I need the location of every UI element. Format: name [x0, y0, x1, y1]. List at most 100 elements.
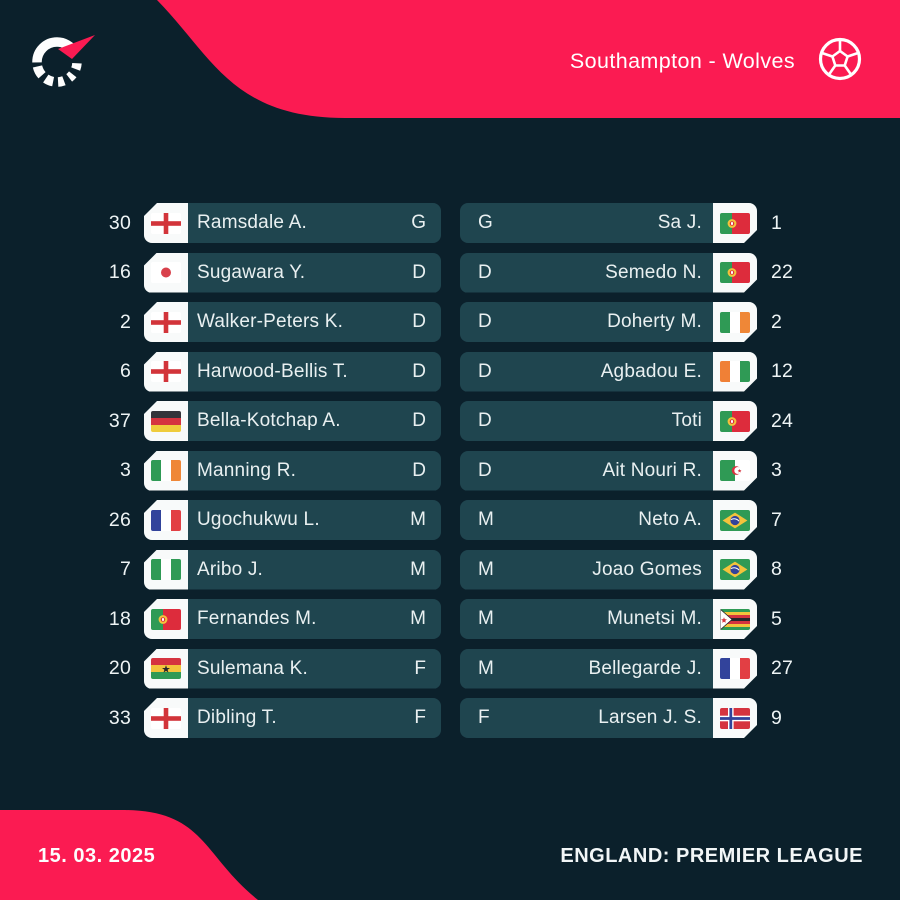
position-letter: M — [478, 558, 494, 580]
player-row: 16 Sugawara Y. D — [0, 252, 441, 293]
player-name: Ugochukwu L. — [197, 509, 320, 530]
france-flag-icon — [151, 509, 181, 531]
player-pill[interactable]: M Neto A. — [460, 500, 757, 540]
player-row: D Semedo N. 22 — [460, 253, 811, 293]
player-name: Sulemana K. — [197, 657, 308, 679]
shirt-number: 16 — [108, 261, 131, 283]
ireland-flag-icon — [720, 312, 750, 333]
shirt-number: 12 — [771, 360, 794, 382]
flag-tab — [713, 253, 757, 293]
player-pill[interactable]: M Munetsi M. — [460, 599, 757, 639]
player-name: Bella-Kotchap A. — [197, 410, 341, 431]
player-row: 2 Walker-Peters K. D — [0, 302, 441, 342]
shirt-number: 2 — [771, 310, 783, 333]
home-lineup-column: 30 Ramsdale A. G 16 Sugawara Y. D 2 Walker-Pete… — [0, 203, 441, 738]
player-name: Agbadou E. — [600, 360, 702, 382]
flag-tab — [713, 500, 757, 540]
player-row: F Larsen J. S. 9 — [460, 698, 811, 738]
position-letter: D — [412, 360, 426, 382]
ireland-flag-icon — [151, 460, 181, 481]
position-letter: F — [414, 707, 426, 728]
position-letter: M — [410, 608, 426, 629]
flag-tab — [144, 203, 188, 243]
shirt-number: 5 — [771, 607, 783, 630]
flag-tab — [713, 352, 757, 392]
player-pill[interactable]: M Bellegarde J. — [460, 649, 757, 689]
position-letter: D — [412, 311, 426, 332]
shirt-number: 24 — [771, 409, 794, 432]
flag-tab — [144, 450, 188, 491]
player-row: D Agbadou E. 12 — [460, 352, 811, 392]
player-pill[interactable]: Walker-Peters K. D — [144, 302, 441, 342]
portugal-flag-icon — [720, 262, 750, 283]
shirt-number: 26 — [108, 508, 131, 531]
player-pill[interactable]: Fernandes M. M — [144, 599, 441, 639]
flag-tab — [713, 599, 757, 639]
flag-tab — [713, 203, 757, 243]
player-row: 20 Sulemana K. F — [0, 648, 441, 689]
zimbabwe-flag-icon — [720, 609, 750, 630]
position-letter: M — [410, 509, 426, 530]
brazil-flag-icon — [720, 510, 750, 531]
position-letter: D — [478, 459, 492, 481]
shirt-number: 3 — [119, 459, 131, 481]
player-pill[interactable]: D Toti — [460, 401, 757, 441]
player-pill[interactable]: Harwood-Bellis T. D — [144, 351, 441, 392]
position-letter: F — [478, 707, 490, 728]
player-pill[interactable]: D Semedo N. — [460, 253, 757, 293]
player-pill[interactable]: M Joao Gomes — [460, 550, 757, 590]
shirt-number: 7 — [771, 508, 783, 531]
player-pill[interactable]: Sugawara Y. D — [144, 252, 441, 293]
france-flag-icon — [720, 658, 750, 679]
shirt-number: 30 — [108, 211, 131, 234]
portugal-flag-icon — [151, 608, 181, 630]
player-pill[interactable]: Dibling T. F — [144, 698, 441, 738]
flag-tab — [713, 550, 757, 590]
shirt-number: 8 — [771, 558, 783, 580]
shirt-number: 7 — [119, 558, 131, 580]
player-name: Larsen J. S. — [598, 707, 702, 728]
position-letter: D — [478, 410, 492, 431]
league-label: ENGLAND: PREMIER LEAGUE — [560, 845, 863, 867]
position-letter: D — [412, 459, 426, 481]
flag-tab — [713, 302, 757, 342]
player-pill[interactable]: Aribo J. M — [144, 549, 441, 590]
player-pill[interactable]: D Agbadou E. — [460, 352, 757, 392]
player-pill[interactable]: G Sa J. — [460, 203, 757, 243]
portugal-flag-icon — [720, 411, 750, 432]
player-name: Neto A. — [638, 509, 702, 530]
ghana-flag-icon — [151, 658, 181, 679]
player-name: Harwood-Bellis T. — [197, 360, 348, 382]
position-letter: D — [478, 261, 492, 283]
player-row: 7 Aribo J. M — [0, 549, 441, 590]
position-letter: M — [478, 509, 494, 530]
japan-flag-icon — [151, 262, 181, 283]
player-pill[interactable]: Manning R. D — [144, 450, 441, 491]
shirt-number: 27 — [771, 657, 794, 679]
england-flag-icon — [151, 212, 181, 234]
player-pill[interactable]: D Doherty M. — [460, 302, 757, 342]
player-name: Aribo J. — [197, 558, 264, 580]
flag-tab — [713, 649, 757, 689]
england-flag-icon — [151, 707, 181, 729]
position-letter: D — [412, 261, 426, 283]
shirt-number: 18 — [108, 607, 131, 630]
player-pill[interactable]: Bella-Kotchap A. D — [144, 401, 441, 441]
player-row: 33 Dibling T. F — [0, 698, 441, 738]
player-name: Ait Nouri R. — [602, 459, 702, 481]
shirt-number: 37 — [108, 409, 131, 432]
player-name: Walker-Peters K. — [197, 311, 344, 332]
player-name: Manning R. — [197, 459, 297, 481]
flag-tab — [144, 302, 188, 342]
player-pill[interactable]: Ugochukwu L. M — [144, 500, 441, 540]
player-pill[interactable]: F Larsen J. S. — [460, 698, 757, 738]
player-row: 37 Bella-Kotchap A. D — [0, 401, 441, 441]
flag-tab — [144, 500, 188, 540]
flag-tab — [144, 549, 188, 590]
player-pill[interactable]: Sulemana K. F — [144, 648, 441, 689]
player-pill[interactable]: D Ait Nouri R. — [460, 451, 757, 491]
algeria-flag-icon — [720, 460, 750, 481]
player-pill[interactable]: Ramsdale A. G — [144, 203, 441, 243]
player-name: Toti — [671, 410, 702, 431]
